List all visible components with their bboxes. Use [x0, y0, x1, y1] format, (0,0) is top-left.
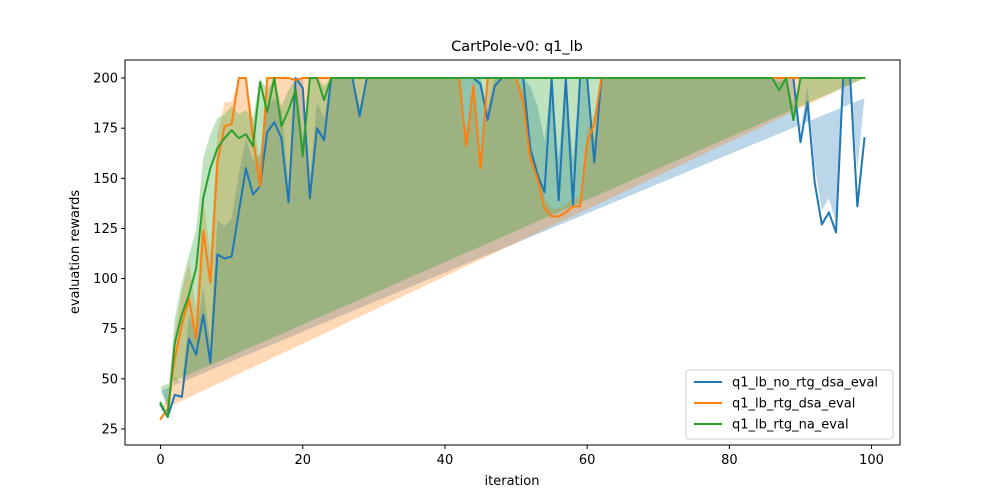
- x-tick-label: 60: [579, 453, 596, 468]
- plot-frame: [124, 59, 901, 446]
- x-tick-label: 20: [294, 453, 311, 468]
- y-tick-label: 175: [93, 122, 118, 137]
- y-axis-label: evaluation rewards: [68, 190, 83, 315]
- x-tick-label: 80: [721, 453, 738, 468]
- legend-box: [685, 369, 894, 440]
- chart-title: CartPole-v0: q1_lb: [451, 39, 583, 55]
- series-band-3: [160, 78, 865, 405]
- x-tick-label: 40: [437, 453, 454, 468]
- confidence-bands: [160, 78, 865, 411]
- legend-entries: q1_lb_no_rtg_dsa_eval q1_lb_rtg_dsa_evalq…: [694, 376, 878, 433]
- x-axis-label: iteration: [485, 474, 540, 489]
- y-tick-label: 25: [101, 422, 118, 437]
- legend-label-2: q1_lb_rtg_dsa_eval: [732, 397, 855, 412]
- x-tick-label: 0: [156, 453, 164, 468]
- series-line-3: [159, 77, 866, 418]
- x-axis-ticks: 0 20 40 60 80 100: [156, 445, 884, 468]
- y-tick-label: 200: [93, 72, 118, 87]
- x-tick-label: 100: [859, 453, 884, 468]
- y-tick-label: 100: [93, 272, 118, 287]
- y-tick-label: 50: [101, 372, 118, 387]
- y-axis-ticks: 25 50 75 100 125 150 175 200: [93, 72, 125, 437]
- series-lines: [159, 77, 866, 421]
- y-tick-label: 150: [93, 172, 118, 187]
- y-tick-label: 75: [101, 322, 118, 337]
- y-tick-label: 125: [93, 222, 118, 237]
- legend-label-3: q1_lb_rtg_na_eval: [732, 418, 849, 433]
- series-band-1: [160, 78, 865, 407]
- series-band-2: [160, 78, 865, 411]
- legend-label-1: q1_lb_no_rtg_dsa_eval: [732, 376, 878, 391]
- legend: q1_lb_no_rtg_dsa_eval q1_lb_rtg_dsa_evalq…: [685, 369, 894, 440]
